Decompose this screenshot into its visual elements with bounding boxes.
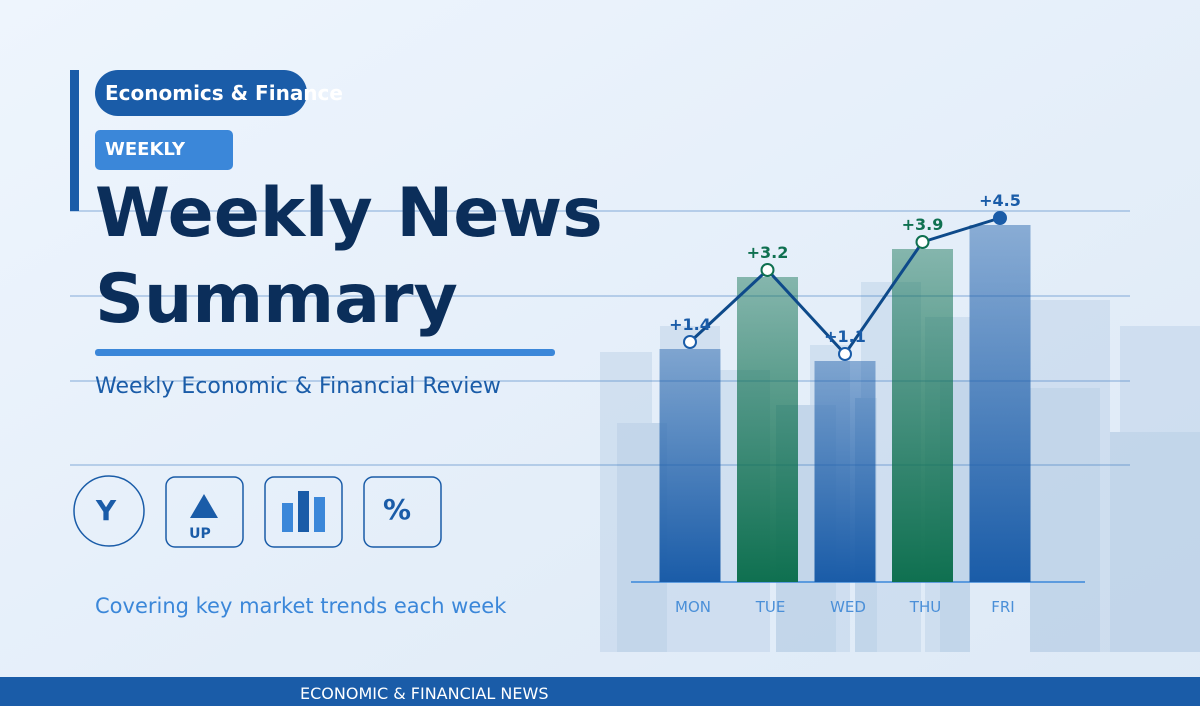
x-label: FRI xyxy=(991,598,1014,616)
value-label: +1.1 xyxy=(824,327,866,346)
point xyxy=(683,335,697,349)
accent-bar xyxy=(70,70,79,211)
title: Weekly News xyxy=(95,174,603,253)
badge xyxy=(95,70,307,116)
bar xyxy=(892,249,953,582)
tagline: Covering key market trends each week xyxy=(95,594,507,618)
value-label: +3.2 xyxy=(747,243,789,262)
point xyxy=(915,235,930,249)
tag-text: WEEKLY xyxy=(105,139,186,160)
bar xyxy=(737,277,798,582)
subtitle: Weekly Economic & Financial Review xyxy=(95,374,501,399)
tag xyxy=(95,130,233,170)
point xyxy=(838,347,852,361)
title: Summary xyxy=(95,260,458,339)
bar xyxy=(814,361,876,582)
bar xyxy=(659,349,721,582)
icon-text: Y xyxy=(95,494,117,527)
point xyxy=(993,211,1007,225)
x-label: MON xyxy=(675,598,711,616)
x-label: THU xyxy=(909,598,941,616)
badge-text: Economics & Finance xyxy=(105,81,343,105)
x-label: WED xyxy=(830,598,866,616)
x-label: TUE xyxy=(755,598,786,616)
bar xyxy=(969,225,1031,582)
point xyxy=(760,263,775,277)
value-label: +3.9 xyxy=(902,215,944,234)
icon-text: UP xyxy=(189,526,211,542)
title-underline xyxy=(95,349,555,356)
icons xyxy=(73,475,442,548)
chart: MON TUE WED THU FRI +1.4 +3.2 +1.1 +3.9 +4.5 xyxy=(659,191,1031,616)
value-label: +1.4 xyxy=(669,315,711,334)
icon-text: % xyxy=(383,493,411,526)
grid-lines xyxy=(70,210,1130,466)
value-label: +4.5 xyxy=(979,191,1021,210)
footer-text: ECONOMIC & FINANCIAL NEWS xyxy=(300,684,548,703)
footer-bar xyxy=(0,677,1200,706)
